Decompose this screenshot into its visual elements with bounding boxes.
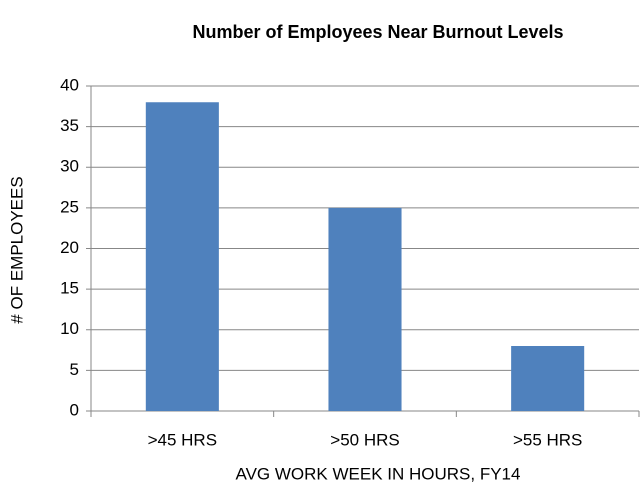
y-tick-label: 10 [60, 319, 79, 338]
chart-title: Number of Employees Near Burnout Levels [192, 22, 563, 42]
bar [145, 102, 219, 411]
y-tick-label: 20 [60, 238, 79, 257]
y-tick-label: 40 [60, 75, 79, 94]
x-tick-label: >55 HRS [513, 430, 582, 449]
bar [511, 346, 585, 411]
y-axis-label: # OF EMPLOYEES [7, 176, 26, 323]
x-tick-label: >45 HRS [148, 430, 217, 449]
y-tick-label: 35 [60, 116, 79, 135]
y-tick-label: 15 [60, 279, 79, 298]
y-tick-label: 30 [60, 157, 79, 176]
y-tick-label: 0 [70, 400, 79, 419]
y-tick-label: 5 [70, 360, 79, 379]
x-tick-label: >50 HRS [330, 430, 399, 449]
x-axis-label: AVG WORK WEEK IN HOURS, FY14 [236, 464, 521, 483]
y-tick-label: 25 [60, 197, 79, 216]
bar [328, 207, 402, 411]
